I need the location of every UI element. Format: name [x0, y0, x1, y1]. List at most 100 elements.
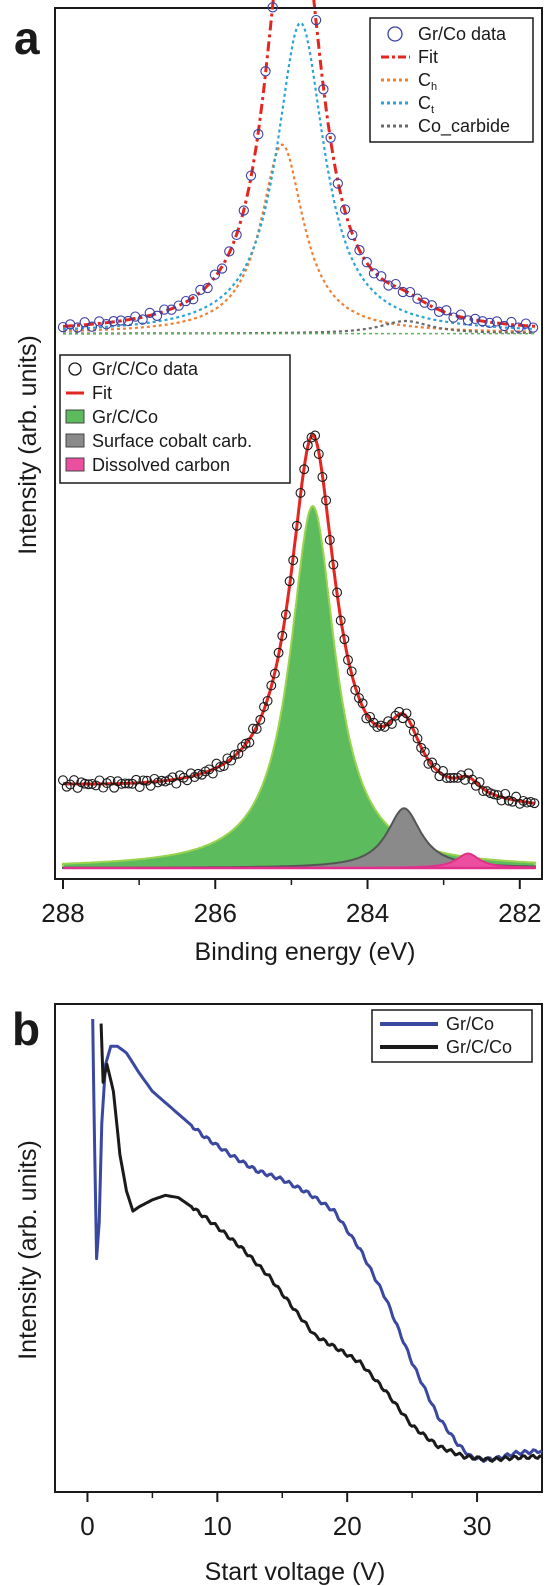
panel-b: b 0 10 20 30 Start voltage (V) Intensity (a… [12, 1003, 543, 1586]
gr-c-co-data-point [354, 693, 364, 703]
gr-c-co-data-point [142, 775, 152, 786]
gr-co-data-point [455, 309, 466, 320]
gr-co-data-point [94, 316, 105, 327]
gr-co-data-point [462, 315, 474, 326]
gr-c-co-data-point [185, 768, 196, 779]
gr-c-co-data-point [401, 708, 412, 719]
panel-b-tick-label: 20 [333, 1511, 362, 1541]
gr-c-co-data-point [229, 749, 240, 760]
gr-c-co-data-point [357, 698, 368, 709]
gr-c-co-data-point [273, 647, 284, 658]
gr-c-co-data-point [522, 797, 533, 808]
gr-c-co-data-point [90, 780, 101, 791]
gr-co-data-point [267, 2, 278, 13]
gr-co-data-point [130, 311, 141, 322]
gr-c-co-data-point [262, 695, 273, 706]
panel-a-tick-label: 286 [194, 898, 237, 928]
gr-c-co-data-point [514, 798, 525, 809]
gr-co-data-point [404, 286, 416, 298]
gr-c-co-data-point [207, 768, 218, 779]
legend-bottom-label: Surface cobalt carb. [92, 431, 252, 451]
legend-bottom-label: Gr/C/Co [92, 407, 158, 427]
panel-a-tick-label: 284 [346, 898, 389, 928]
gr-co-data-point [245, 170, 257, 181]
gr-c-co-data-point [69, 775, 79, 786]
gr-c-co-data-point [295, 487, 306, 498]
gr-c-co-data-point [189, 772, 200, 782]
panel-a-xlabel: Binding energy (eV) [195, 938, 416, 966]
gr-co-data-point [441, 305, 452, 316]
legend-bottom: Gr/C/Co data Fit Gr/C/Co Surface cobalt car… [59, 354, 291, 484]
gr-co-data-point [159, 304, 170, 315]
gr-c-co-data-point [529, 798, 540, 809]
gr-c-co-data-point [339, 634, 350, 645]
gr-c-co-data-point [259, 701, 269, 712]
gr-c-co-data-point [299, 464, 310, 475]
legend-b-entry: Gr/Co [380, 1014, 494, 1034]
legend-b-label: Gr/Co [446, 1014, 494, 1034]
panel-a-tick-label: 282 [498, 898, 541, 928]
gr-c-co-data-point [156, 775, 167, 786]
gr-c-co-data-point [266, 680, 277, 691]
legend-fill-marker [65, 457, 85, 472]
gr-c-co-data-point [288, 555, 299, 566]
gr-c-co-data-point [83, 779, 94, 790]
gr-c-co-data-point [412, 733, 423, 744]
gr-c-co-data-point [317, 472, 328, 482]
gr-c-co-data-point [449, 772, 459, 783]
gr-c-co-data-point [149, 773, 160, 784]
gr-c-co-data-point [291, 520, 302, 531]
panel-a-ylabel: Intensity (arb. units) [14, 335, 42, 555]
gr-co-data-point [433, 306, 445, 317]
legend-bottom-entry: Dissolved carbon [65, 455, 230, 475]
gr-c-co-data-point [193, 768, 204, 779]
gr-c-co-data-point [343, 655, 353, 665]
gr-c-co-data-point [248, 723, 258, 734]
gr-c-co-data-point [72, 782, 83, 793]
gr-co-data-point [397, 286, 409, 298]
gr-c-co-data-point [434, 771, 445, 782]
gr-co-data-point [491, 316, 503, 327]
panel-b-tick-label: 0 [80, 1511, 94, 1541]
legend-top-entry: Co_carbide [381, 116, 510, 137]
gr-c-co-data-point [302, 440, 313, 451]
panel-a-label: a [14, 12, 40, 64]
gr-co-data-point [65, 319, 76, 330]
gr-co-data-point [260, 66, 271, 77]
legend-subscript: t [431, 104, 434, 116]
legend-bottom-entry: Surface cobalt carb. [65, 431, 252, 451]
legend-top-entry: Fit [381, 47, 438, 67]
gr-c-co-data-point [478, 786, 489, 797]
legend-bottom-label: Fit [92, 383, 112, 403]
gr-co-data-point [195, 284, 206, 296]
panel-b-tick-label: 30 [463, 1511, 492, 1541]
gr-co-data-point [325, 132, 336, 143]
gr-c-co-data-point [419, 746, 430, 757]
gr-c-co-data-points [58, 430, 540, 809]
gr-c-co-data-point [507, 796, 518, 807]
legend-b-box [371, 1009, 533, 1063]
gr-co-data-point [361, 257, 372, 268]
gr-c-co-data-point [324, 534, 335, 545]
ch-component-curve [63, 143, 535, 333]
gr-co-data-point [209, 269, 221, 280]
gr-co-data-points [57, 2, 539, 333]
gr-co-data-point [470, 313, 481, 325]
gr-co-data-point [216, 263, 228, 274]
gr-co-data-point [339, 204, 351, 215]
legend-bottom-label: Gr/C/Co data [92, 359, 199, 379]
legend-b: Gr/Co Gr/C/Co [371, 1009, 533, 1063]
gr-c-co-curve [99, 1023, 543, 1463]
gr-co-data-point [238, 205, 249, 216]
legend-b-entry: Gr/C/Co [380, 1037, 512, 1057]
gr-c-co-data-point [445, 773, 456, 783]
legend-bottom-entry: Fit [66, 383, 112, 403]
gr-c-co-data-point [269, 668, 280, 679]
gr-co-data-point [506, 316, 517, 328]
legend-fill-marker [65, 433, 85, 448]
legend-top-label: Fit [418, 47, 438, 67]
gr-c-co-data-point [470, 780, 481, 791]
gr-co-data-point [318, 84, 329, 95]
gr-co-data-point [354, 245, 365, 256]
